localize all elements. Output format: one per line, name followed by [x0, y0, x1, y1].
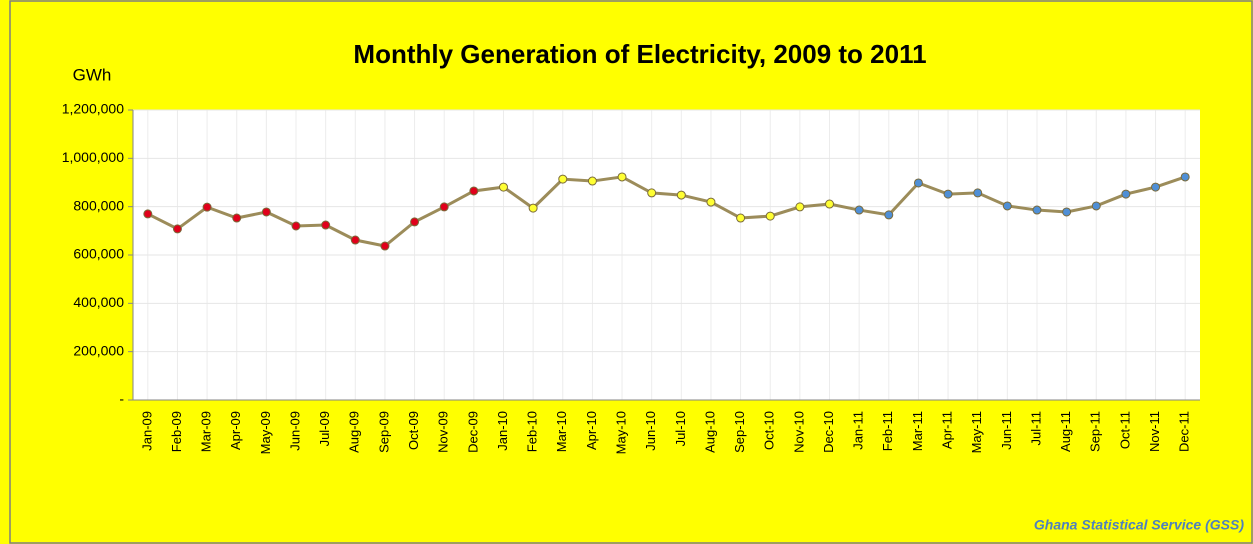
- x-tick-label: Jun-10: [643, 411, 658, 451]
- x-tick-label: Aug-10: [702, 411, 717, 453]
- x-tick-label: May-11: [969, 411, 984, 453]
- data-point: [913, 178, 923, 188]
- data-point: [380, 241, 390, 251]
- data-point: [973, 188, 983, 198]
- x-tick-label: Jun-11: [999, 411, 1014, 450]
- data-point: [943, 189, 953, 199]
- y-tick-label: 1,000,000: [62, 149, 124, 165]
- data-point: [647, 188, 657, 198]
- x-tick-label: Apr-10: [584, 411, 599, 450]
- data-point: [1032, 205, 1042, 215]
- x-tick-label: Sep-10: [732, 411, 747, 453]
- y-tick-label: 200,000: [73, 342, 124, 358]
- x-tick-label: Jan-10: [495, 411, 510, 451]
- data-point: [1002, 201, 1012, 211]
- data-point: [172, 224, 182, 234]
- data-point: [202, 202, 212, 212]
- chart-title: Monthly Generation of Electricity, 2009 …: [353, 39, 926, 69]
- data-point: [261, 207, 271, 217]
- data-point: [528, 203, 538, 213]
- x-tick-label: Jan-09: [139, 411, 154, 451]
- x-tick-label: May-10: [613, 411, 628, 454]
- x-tick-label: Feb-09: [169, 411, 184, 452]
- x-tick-label: Sep-11: [1088, 411, 1103, 452]
- data-point: [617, 172, 627, 182]
- x-tick-label: Nov-09: [436, 411, 451, 453]
- x-tick-label: Jun-09: [287, 411, 302, 451]
- x-tick-label: Apr-09: [228, 411, 243, 450]
- x-tick-label: Jul-10: [673, 411, 688, 446]
- data-point: [884, 210, 894, 220]
- x-tick-label: Dec-09: [465, 411, 480, 453]
- data-point: [676, 190, 686, 200]
- series-line: [147, 175, 1186, 248]
- y-tick-label: 800,000: [73, 197, 124, 213]
- data-point: [498, 182, 508, 192]
- data-point: [1062, 207, 1072, 217]
- data-point: [795, 202, 805, 212]
- x-tick-label: Dec-11: [1177, 411, 1192, 452]
- x-tick-label: Mar-11: [910, 411, 925, 451]
- data-point: [439, 202, 449, 212]
- data-point: [825, 199, 835, 209]
- x-tick-label: Oct-10: [762, 411, 777, 450]
- data-point: [469, 186, 479, 196]
- data-point: [1151, 182, 1161, 192]
- x-tick-label: Jul-09: [317, 411, 332, 446]
- y-axis-label: GWh: [73, 65, 112, 84]
- data-point: [143, 209, 153, 219]
- data-point: [706, 197, 716, 207]
- data-point: [1121, 189, 1131, 199]
- data-point: [350, 235, 360, 245]
- x-tick-label: Nov-10: [791, 411, 806, 453]
- x-tick-label: Aug-11: [1058, 411, 1073, 452]
- y-tick-label: 400,000: [73, 294, 124, 310]
- data-point: [1180, 172, 1190, 182]
- data-point: [321, 220, 331, 230]
- data-point: [232, 213, 242, 223]
- data-point: [854, 205, 864, 215]
- data-point: [410, 217, 420, 227]
- y-tick-label: -: [119, 391, 124, 407]
- data-point: [587, 176, 597, 186]
- x-tick-label: Aug-09: [347, 411, 362, 453]
- x-tick-label: Dec-10: [821, 411, 836, 453]
- y-tick-label: 1,200,000: [62, 101, 124, 117]
- x-tick-label: Oct-09: [406, 411, 421, 450]
- data-point: [558, 174, 568, 184]
- data-point: [1091, 201, 1101, 211]
- x-tick-label: Feb-10: [525, 411, 540, 452]
- x-tick-label: Oct-11: [1117, 411, 1132, 449]
- x-tick-label: Feb-11: [880, 411, 895, 451]
- data-point: [736, 213, 746, 223]
- x-tick-label: Mar-09: [199, 411, 214, 452]
- data-point: [765, 211, 775, 221]
- x-tick-label: Jul-11: [1028, 411, 1043, 445]
- x-tick-label: Mar-10: [554, 411, 569, 452]
- y-tick-label: 600,000: [73, 246, 124, 262]
- x-tick-label: Nov-11: [1147, 411, 1162, 452]
- data-point: [291, 221, 301, 231]
- x-tick-label: Apr-11: [940, 411, 955, 449]
- x-tick-label: Sep-09: [376, 411, 391, 453]
- x-tick-label: May-09: [258, 411, 273, 454]
- x-tick-label: Jan-11: [851, 411, 866, 450]
- source-note: Ghana Statistical Service (GSS): [1034, 517, 1244, 533]
